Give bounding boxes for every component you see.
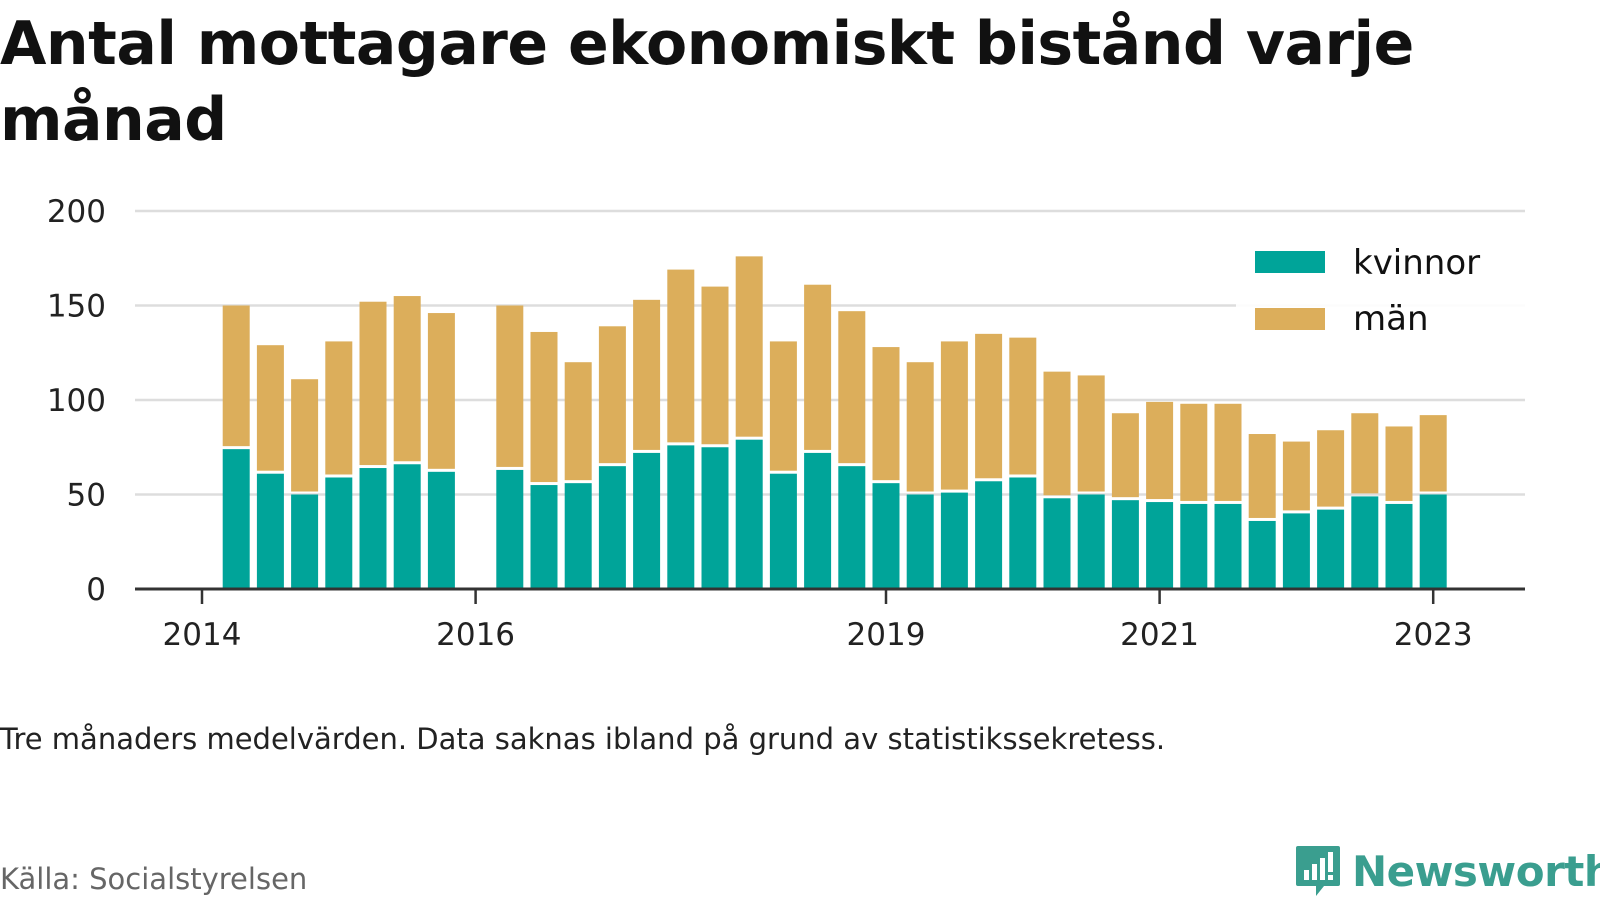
bar-man <box>735 256 763 437</box>
bar-kvinnor <box>975 481 1003 589</box>
x-tick-label: 2014 <box>163 617 242 653</box>
y-tick-label: 100 <box>47 383 106 419</box>
bar-kvinnor <box>633 452 661 589</box>
bar-man <box>598 326 626 464</box>
bar-man <box>975 333 1003 479</box>
y-axis-ticks: 0 50 100 150 200 <box>47 194 106 608</box>
bar-man <box>359 301 387 466</box>
x-tick-label: 2021 <box>1120 617 1199 653</box>
bar-man <box>256 345 284 471</box>
bar-chart-speech-bubble-icon <box>1296 846 1340 896</box>
x-axis: 2014 2016 2019 2021 2023 <box>135 587 1525 653</box>
bar-man <box>427 313 455 469</box>
bar-kvinnor <box>1282 513 1310 589</box>
bar-man <box>804 284 832 450</box>
bar-man <box>872 347 900 481</box>
bar-man <box>1009 337 1037 475</box>
bar-kvinnor <box>496 469 524 589</box>
bar-kvinnor <box>1317 509 1345 589</box>
bar-kvinnor <box>1419 494 1447 589</box>
bar-kvinnor <box>1214 503 1242 589</box>
legend: kvinnor män <box>1236 234 1536 352</box>
legend-swatch-kvinnor <box>1255 251 1325 273</box>
bar-man <box>1077 375 1105 492</box>
bar-man <box>701 286 729 445</box>
y-tick-label: 50 <box>67 478 106 514</box>
bar-man <box>1317 430 1345 507</box>
bar-man <box>222 305 250 447</box>
brand-name: Newsworthy <box>1352 846 1600 896</box>
bar-man <box>1419 415 1447 492</box>
bar-kvinnor <box>291 494 319 589</box>
x-tick-label: 2023 <box>1394 617 1473 653</box>
bar-kvinnor <box>804 452 832 589</box>
bar-man <box>1282 441 1310 511</box>
bar-kvinnor <box>906 494 934 589</box>
y-tick-label: 200 <box>47 194 106 230</box>
legend-label-kvinnor: kvinnor <box>1353 243 1480 283</box>
bar-kvinnor <box>256 473 284 589</box>
bar-man <box>1214 403 1242 501</box>
bar-man <box>564 362 592 481</box>
x-tick-label: 2016 <box>436 617 515 653</box>
bar-kvinnor <box>598 466 626 589</box>
newsworthy-logo: Newsworthy <box>1294 844 1600 898</box>
bar-kvinnor <box>1248 520 1276 589</box>
bar-man <box>393 296 421 462</box>
chart-title: Antal mottagare ekonomiskt bistånd varje… <box>0 9 1414 155</box>
bar-man <box>496 305 524 467</box>
bar-man <box>1385 426 1413 501</box>
y-tick-label: 150 <box>47 289 106 325</box>
x-tick-label: 2019 <box>847 617 926 653</box>
bar-kvinnor <box>872 483 900 589</box>
bar-kvinnor <box>1351 496 1379 589</box>
source-credit: Källa: Socialstyrelsen <box>0 862 308 896</box>
bar-kvinnor <box>940 492 968 589</box>
bar-man <box>291 379 319 492</box>
legend-label-man: män <box>1353 299 1429 339</box>
bar-kvinnor <box>701 447 729 589</box>
bar-kvinnor <box>1385 503 1413 589</box>
bar-man <box>838 311 866 464</box>
bar-kvinnor <box>427 471 455 589</box>
bar-man <box>1111 413 1139 498</box>
bar-kvinnor <box>222 449 250 589</box>
bar-kvinnor <box>769 473 797 589</box>
bar-kvinnor <box>1180 503 1208 589</box>
bar-man <box>633 299 661 450</box>
bar-man <box>1248 434 1276 518</box>
chart-note: Tre månaders medelvärden. Data saknas ib… <box>0 722 1166 756</box>
bar-man <box>1146 401 1174 500</box>
bar-kvinnor <box>564 483 592 589</box>
bar-kvinnor <box>530 485 558 589</box>
bar-man <box>325 341 353 475</box>
bar-man <box>1043 371 1071 496</box>
bar-kvinnor <box>393 464 421 589</box>
bar-kvinnor <box>1043 498 1071 589</box>
bar-kvinnor <box>359 468 387 589</box>
bar-kvinnor <box>1111 500 1139 589</box>
bar-kvinnor <box>1077 494 1105 589</box>
legend-swatch-man <box>1255 308 1325 330</box>
bars <box>222 256 1447 589</box>
bar-man <box>667 269 695 443</box>
bar-kvinnor <box>667 445 695 589</box>
y-tick-label: 0 <box>86 572 106 608</box>
bar-man <box>530 331 558 483</box>
bar-man <box>769 341 797 471</box>
bar-man <box>1351 413 1379 494</box>
bar-man <box>1180 403 1208 501</box>
bar-man <box>940 341 968 490</box>
bar-kvinnor <box>1009 477 1037 589</box>
bar-kvinnor <box>325 477 353 589</box>
bar-man <box>906 362 934 492</box>
bar-kvinnor <box>1146 502 1174 589</box>
bar-kvinnor <box>838 466 866 589</box>
stacked-bar-chart: 0 50 100 150 200 2014 2016 2019 2021 2023 kvinno… <box>46 194 1536 653</box>
bar-kvinnor <box>735 439 763 589</box>
